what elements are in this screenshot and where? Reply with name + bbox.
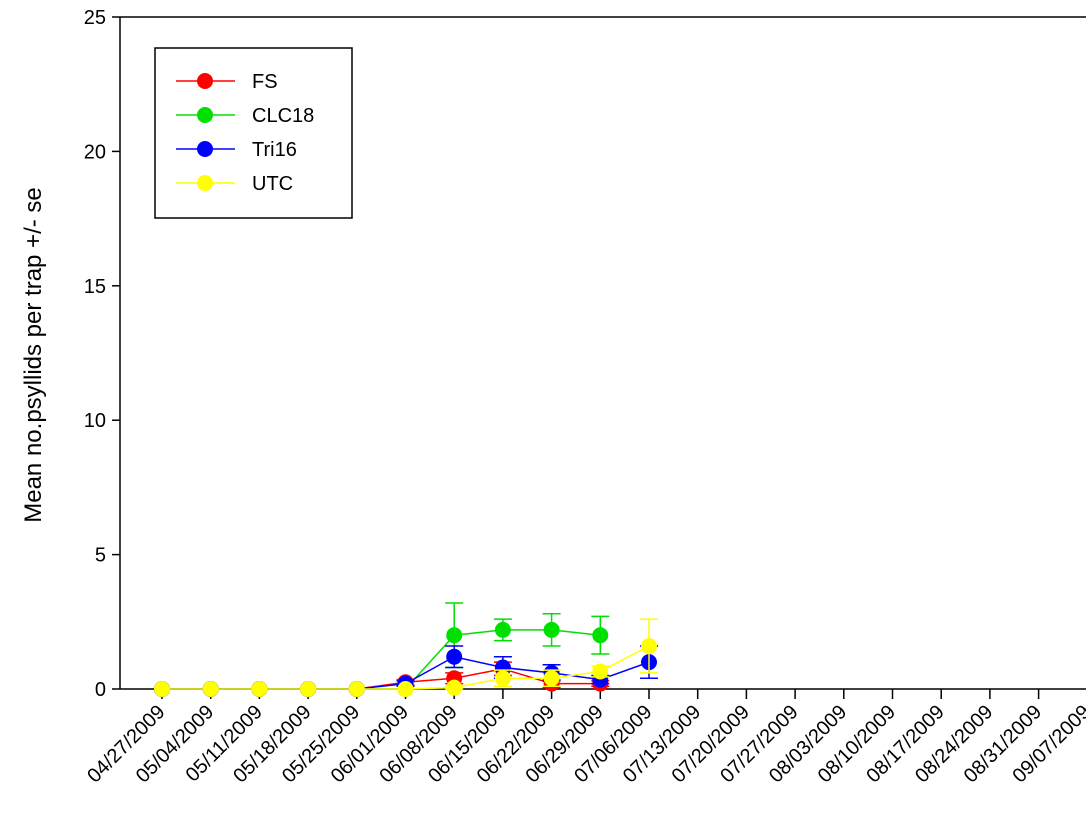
series-line [162, 629, 601, 690]
legend-marker [197, 73, 213, 89]
data-point [251, 681, 268, 697]
legend-marker [197, 175, 213, 191]
legend-label: Tri16 [252, 139, 297, 161]
data-point [592, 663, 609, 680]
y-tick-label: 20 [84, 141, 106, 163]
legend-label: UTC [252, 173, 293, 195]
plot-area [154, 602, 658, 697]
data-point [494, 621, 511, 638]
y-tick-label: 0 [95, 679, 106, 701]
legend-marker [197, 141, 213, 157]
legend-label: CLC18 [252, 105, 314, 127]
data-point [543, 670, 560, 687]
data-point [202, 681, 219, 697]
data-point [446, 679, 463, 696]
legend: FS CLC18 Tri16 UTC [154, 47, 353, 219]
legend-box [154, 47, 353, 219]
data-point [397, 681, 414, 697]
data-point [641, 637, 657, 654]
data-point [446, 627, 463, 644]
data-point [592, 627, 609, 644]
data-point [543, 621, 560, 638]
y-axis-label: Mean no.psyllids per trap +/- se [20, 187, 47, 523]
data-point [446, 648, 463, 665]
y-tick-label: 25 [84, 7, 106, 29]
y-tick-label: 10 [84, 410, 106, 432]
data-point [154, 681, 170, 697]
series-utc [154, 618, 658, 697]
data-point [300, 681, 317, 697]
legend-label: FS [252, 71, 278, 93]
y-tick-label: 5 [95, 545, 106, 567]
legend-marker [197, 107, 213, 123]
data-point [494, 670, 511, 687]
y-tick-label: 15 [84, 276, 106, 298]
series-clc18 [154, 602, 610, 697]
data-point [348, 681, 365, 697]
